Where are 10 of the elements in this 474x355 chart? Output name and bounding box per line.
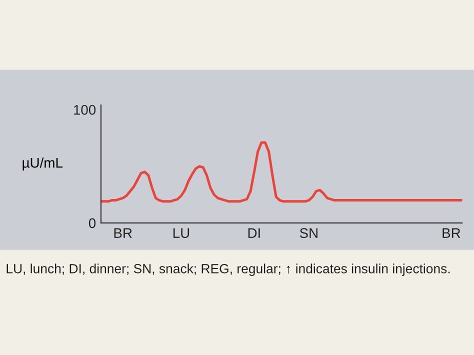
y-tick-label: 0 xyxy=(88,218,96,228)
y-axis-title: µU/mL xyxy=(22,158,63,170)
x-tick-label: LU xyxy=(173,228,190,238)
line-series xyxy=(100,141,462,203)
x-tick-label: BR xyxy=(114,228,132,238)
x-tick-label: DI xyxy=(248,228,260,238)
x-tick-label: BR xyxy=(442,228,460,238)
x-tick-label: SN xyxy=(300,228,318,238)
y-tick-label: 100 xyxy=(74,104,96,115)
text: LU, lunch; DI, dinner; SN, snack; REG, regular; ↑ indicates insulin injections. xyxy=(6,264,450,276)
